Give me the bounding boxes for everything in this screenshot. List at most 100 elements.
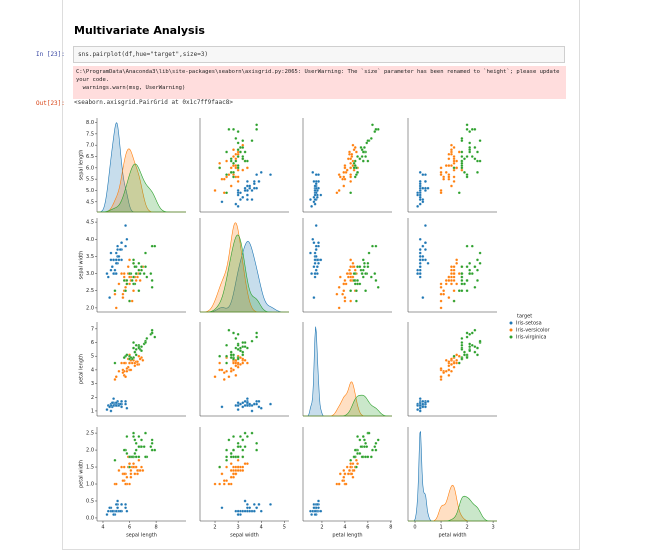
scatter-point (460, 357, 464, 361)
scatter-point (227, 375, 231, 379)
scatter-point (128, 299, 131, 303)
x-tick-label: 6 (366, 525, 369, 531)
scatter-point (452, 180, 456, 183)
scatter-point (126, 265, 130, 269)
scatter-point (369, 275, 373, 279)
scatter-point (130, 279, 134, 282)
scatter-point (227, 438, 231, 442)
scatter-point (122, 361, 126, 365)
x-axis-label: sepal width (230, 533, 259, 539)
scatter-point (442, 371, 446, 375)
scatter-point (132, 431, 135, 435)
scatter-point (255, 399, 259, 403)
scatter-point (360, 272, 364, 275)
code-cell[interactable]: sns.pairplot(df,hue="target",size=3) (73, 46, 565, 63)
scatter-point (424, 173, 427, 177)
legend-label: Iris-virginica (516, 335, 546, 341)
scatter-point (236, 189, 240, 192)
scatter-point (125, 279, 129, 282)
scatter-point (243, 189, 247, 192)
scatter-point (442, 177, 446, 181)
x-tick-label: 2 (320, 525, 323, 531)
y-tick-label: 2.5 (86, 431, 94, 437)
scatter-point (361, 159, 365, 163)
scatter-point (252, 502, 256, 506)
scatter-point (134, 272, 138, 275)
scatter-point (421, 405, 425, 409)
scatter-point (117, 258, 121, 262)
scatter-point (150, 441, 154, 445)
scatter-point (112, 397, 115, 401)
scatter-point (229, 356, 233, 359)
scatter-point (124, 402, 127, 406)
y-tick-label: 7.0 (86, 143, 94, 149)
scatter-point (129, 469, 133, 472)
scatter-point (232, 435, 235, 438)
scatter-point (439, 282, 443, 286)
y-tick-label: 3 (91, 381, 94, 387)
scatter-point (134, 455, 138, 459)
scatter-point (114, 251, 118, 255)
scatter-point (150, 331, 154, 335)
scatter-point (465, 356, 469, 359)
scatter-point (232, 455, 235, 459)
scatter-point (140, 445, 143, 449)
scatter-point (460, 139, 464, 143)
scatter-point (371, 244, 374, 248)
y-tick-label: 5 (91, 354, 94, 360)
scatter-point (468, 349, 472, 353)
scatter-point (232, 331, 235, 335)
scatter-point (122, 472, 126, 476)
scatter-point (144, 455, 147, 459)
scatter-point (313, 258, 317, 262)
scatter-point (314, 191, 318, 195)
scatter-point (444, 279, 448, 282)
scatter-point (337, 306, 341, 310)
scatter-point (236, 455, 240, 459)
scatter-point (312, 195, 316, 199)
scatter-point (113, 361, 117, 365)
scatter-point (232, 155, 235, 158)
scatter-point (225, 191, 228, 195)
scatter-point (421, 255, 425, 258)
scatter-point (476, 150, 479, 154)
scatter-point (137, 346, 141, 350)
kde-area (303, 394, 392, 417)
scatter-point (236, 175, 240, 179)
scatter-point (460, 166, 464, 170)
scatter-point (241, 357, 245, 361)
scatter-point (460, 265, 464, 269)
scatter-point (132, 289, 135, 293)
scatter-point (346, 157, 350, 161)
scatter-point (112, 258, 115, 262)
scatter-point (364, 272, 367, 275)
scatter-point (342, 170, 346, 174)
scatter-point (468, 268, 472, 272)
scatter-point (349, 462, 353, 466)
y-tick-label: 1.5 (86, 465, 94, 471)
scatter-point (245, 180, 249, 183)
notebook-column (62, 0, 580, 550)
scatter-point (444, 164, 448, 167)
scatter-point (342, 175, 346, 179)
scatter-point (374, 448, 378, 452)
scatter-point (424, 189, 427, 192)
scatter-point (313, 198, 317, 201)
scatter-point (225, 150, 228, 154)
scatter-point (232, 368, 235, 372)
scatter-point (124, 289, 127, 293)
scatter-point (125, 369, 129, 373)
scatter-point (124, 224, 127, 227)
scatter-point (439, 375, 443, 379)
scatter-point (142, 272, 146, 275)
scatter-point (349, 275, 353, 279)
scatter-point (444, 369, 448, 373)
scatter-point (312, 506, 316, 510)
scatter-point (363, 438, 366, 442)
scatter-point (125, 367, 129, 370)
scatter-point (120, 361, 123, 365)
scatter-point (342, 282, 346, 286)
scatter-point (465, 244, 469, 248)
scatter-point (125, 282, 129, 286)
scatter-point (353, 282, 357, 286)
